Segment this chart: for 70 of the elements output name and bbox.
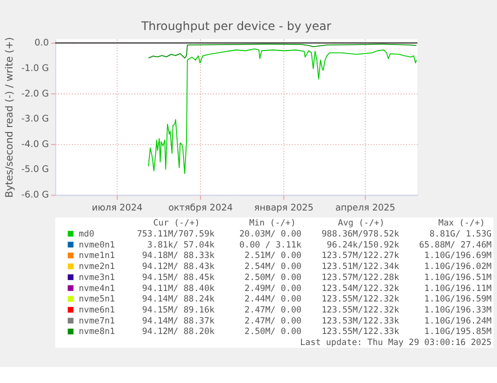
y-tick-label: -3.0 G <box>21 114 49 125</box>
legend-label: nvme3n1 <box>78 272 115 283</box>
line-series <box>148 44 417 59</box>
text: 1.10G/196.69M <box>424 251 492 262</box>
text: 96.24k/150.92k <box>326 240 400 250</box>
text: 123.55M/122.32k <box>322 294 400 305</box>
text: 2.44M/ 0.00 <box>244 294 302 305</box>
text: Max (-/+) <box>438 218 485 229</box>
legend-label: nvme4n1 <box>78 284 115 294</box>
x-tick-label: апреля 2025 <box>335 204 396 214</box>
text: 3.81k/ 57.04k <box>147 240 216 250</box>
y-tick-label: -1.0 G <box>21 64 49 74</box>
y-axis-title: Bytes/second read (-) / write (+) <box>4 36 16 198</box>
text: 94.12M/ 88.43k <box>142 262 216 272</box>
text: 94.14M/ 88.24k <box>142 294 216 305</box>
text: 123.54M/122.32k <box>322 284 400 294</box>
x-tick-label: января 2025 <box>254 204 314 214</box>
text: 20.03M/ 0.00 <box>239 229 302 240</box>
text: 94.11M/ 88.40k <box>142 284 216 294</box>
y-tick-label: -4.0 G <box>21 140 49 150</box>
y-tick-label: -2.0 G <box>21 89 49 100</box>
text: 123.55M/122.33k <box>322 327 400 338</box>
text: Avg (-/+) <box>338 218 384 229</box>
text: 1.10G/196.59M <box>424 294 492 305</box>
line-series <box>148 48 417 174</box>
text: 2.49M/ 0.00 <box>244 284 302 294</box>
text: 94.15M/ 89.16k <box>142 306 216 316</box>
text: 94.15M/ 88.45k <box>142 272 216 283</box>
y-tick-label: 0.0 <box>34 38 50 49</box>
text: 988.36M/978.52k <box>322 229 400 240</box>
x-tick-label: октября 2024 <box>168 202 233 214</box>
text: Cur (-/+) <box>153 218 200 229</box>
text: 94.18M/ 88.33k <box>142 251 216 262</box>
text: 2.47M/ 0.00 <box>244 306 302 316</box>
text: 2.54M/ 0.00 <box>244 262 302 272</box>
text: 8.81G/ 1.53G <box>429 229 492 240</box>
text: 1.10G/196.33M <box>424 306 492 316</box>
text: Min (-/+) <box>249 218 296 229</box>
text: 1.10G/196.24M <box>424 316 492 326</box>
text: 94.12M/ 88.20k <box>142 327 216 338</box>
legend-label: nvme1n1 <box>78 251 115 262</box>
text: 123.57M/122.27k <box>322 251 400 262</box>
text: Last update: Thu May 29 03:00:16 2025 <box>300 338 492 348</box>
legend-label: nvme2n1 <box>78 262 115 272</box>
x-tick-label: июля 2024 <box>92 204 143 214</box>
text: 123.55M/122.32k <box>322 306 400 316</box>
legend-label: nvme6n1 <box>78 306 115 316</box>
y-tick-label: -5.0 G <box>21 165 49 176</box>
text: 2.51M/ 0.00 <box>244 251 302 262</box>
legend-label: nvme7n1 <box>78 316 115 326</box>
text: 123.53M/122.33k <box>322 316 400 326</box>
text: 65.88M/ 27.46M <box>419 240 492 250</box>
legend-label: nvme5n1 <box>78 294 115 305</box>
chart-title: Throughput per device - by year <box>140 19 332 34</box>
text: 1.10G/196.11M <box>424 284 492 294</box>
text: 123.57M/122.28k <box>322 272 400 283</box>
text: 94.14M/ 88.37k <box>142 316 216 326</box>
legend-label: nvme8n1 <box>78 327 115 338</box>
text: 1.10G/196.51M <box>424 272 492 283</box>
text: 2.50M/ 0.00 <box>244 272 302 283</box>
text: 1.10G/196.02M <box>424 262 492 272</box>
text: 2.47M/ 0.00 <box>244 316 302 326</box>
text: 2.50M/ 0.00 <box>244 327 302 338</box>
text: 0.00 / 3.11k <box>239 240 302 250</box>
text: 753.11M/707.59k <box>136 229 216 240</box>
text: 1.10G/195.85M <box>424 327 492 338</box>
text: 123.51M/122.34k <box>322 262 400 272</box>
legend-label: md0 <box>78 229 94 240</box>
legend-label: nvme0n1 <box>78 240 115 250</box>
y-tick-label: -6.0 G <box>21 190 49 201</box>
